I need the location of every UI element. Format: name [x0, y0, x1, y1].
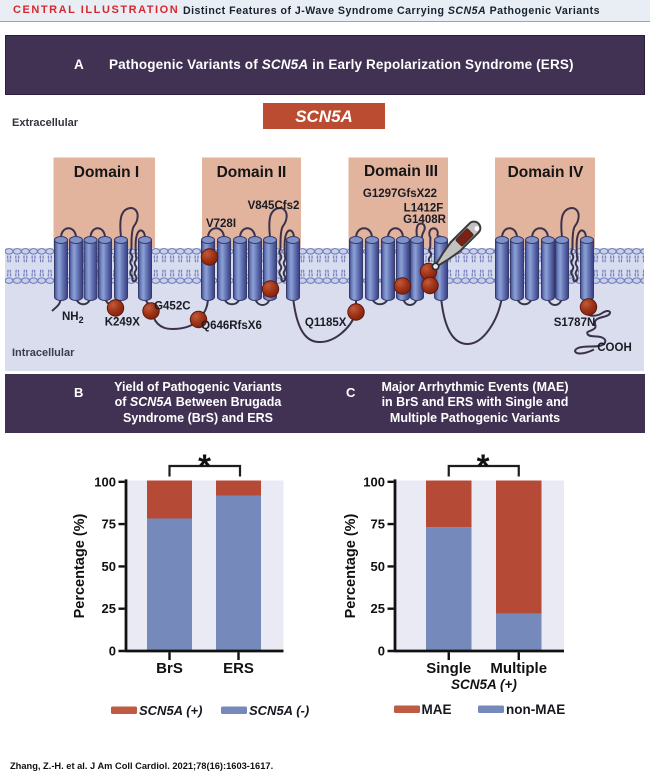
svg-text:Multiple: Multiple — [490, 660, 547, 677]
svg-text:Domain II: Domain II — [217, 164, 287, 181]
svg-text:NH2: NH2 — [62, 311, 84, 325]
svg-text:Domain III: Domain III — [364, 163, 438, 180]
svg-text:G1408R: G1408R — [403, 214, 447, 226]
svg-text:S1787N: S1787N — [554, 317, 596, 329]
svg-text:G452C: G452C — [154, 301, 190, 313]
svg-text:Single: Single — [426, 660, 471, 677]
svg-text:Percentage (%): Percentage (%) — [72, 513, 88, 618]
svg-text:V845Cfs2: V845Cfs2 — [248, 200, 300, 212]
svg-text:V728I: V728I — [206, 218, 236, 230]
svg-text:SCN5A: SCN5A — [295, 107, 353, 126]
svg-text:100: 100 — [94, 474, 116, 489]
svg-text:MAE: MAE — [422, 702, 452, 717]
svg-text:50: 50 — [102, 559, 116, 574]
svg-text:SCN5A (+): SCN5A (+) — [451, 677, 517, 692]
svg-text:ERS: ERS — [223, 660, 254, 677]
svg-text:L1412F: L1412F — [404, 203, 444, 215]
svg-text:Extracellular: Extracellular — [12, 117, 79, 129]
svg-text:*: * — [477, 448, 490, 485]
svg-text:50: 50 — [371, 559, 385, 574]
svg-text:Q1185X: Q1185X — [305, 317, 347, 329]
svg-text:non-MAE: non-MAE — [506, 702, 565, 717]
svg-text:75: 75 — [102, 517, 116, 532]
svg-text:BrS: BrS — [156, 660, 183, 677]
svg-text:25: 25 — [102, 601, 116, 616]
svg-text:0: 0 — [378, 644, 385, 659]
svg-text:Domain IV: Domain IV — [508, 164, 584, 181]
svg-text:Domain I: Domain I — [74, 164, 139, 181]
svg-text:100: 100 — [363, 474, 385, 489]
svg-text:K249X: K249X — [105, 317, 140, 329]
svg-text:25: 25 — [371, 601, 385, 616]
svg-text:Percentage (%): Percentage (%) — [343, 513, 359, 618]
svg-text:Q646RfsX6: Q646RfsX6 — [201, 320, 262, 332]
svg-text:COOH: COOH — [597, 342, 632, 354]
svg-text:Intracellular: Intracellular — [12, 347, 75, 359]
svg-text:75: 75 — [371, 517, 385, 532]
svg-text:0: 0 — [109, 644, 116, 659]
svg-text:SCN5A (+): SCN5A (+) — [139, 703, 202, 718]
svg-text:*: * — [198, 448, 211, 485]
svg-text:SCN5A (-): SCN5A (-) — [249, 703, 309, 718]
svg-text:G1297GfsX22: G1297GfsX22 — [363, 188, 437, 200]
